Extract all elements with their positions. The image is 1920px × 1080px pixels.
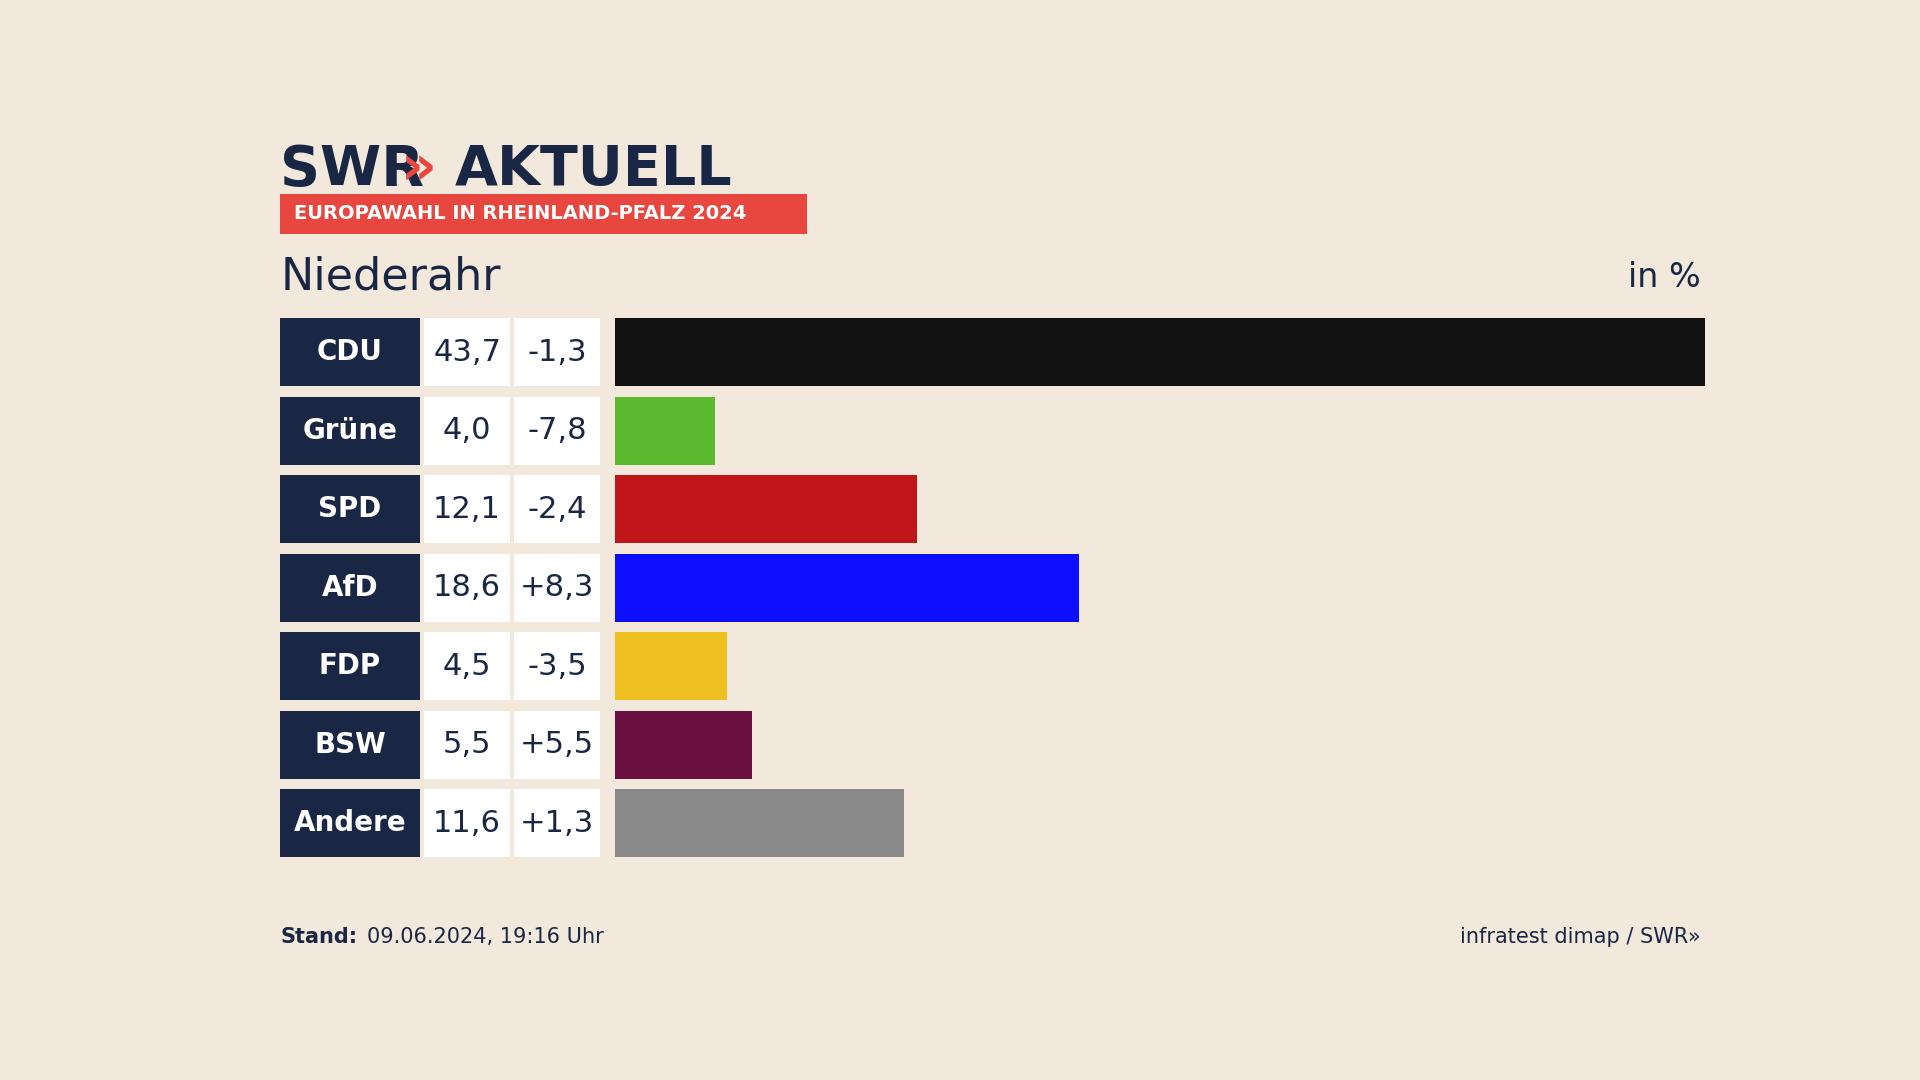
Text: EUROPAWAHL IN RHEINLAND-PFALZ 2024: EUROPAWAHL IN RHEINLAND-PFALZ 2024 — [294, 204, 747, 224]
Text: 4,5: 4,5 — [444, 652, 492, 680]
Text: 43,7: 43,7 — [434, 338, 501, 366]
FancyBboxPatch shape — [280, 319, 420, 386]
FancyBboxPatch shape — [424, 789, 509, 858]
Text: in %: in % — [1628, 261, 1701, 294]
Text: +8,3: +8,3 — [520, 573, 593, 603]
FancyBboxPatch shape — [515, 554, 599, 622]
Text: AKTUELL: AKTUELL — [455, 143, 732, 197]
Text: 12,1: 12,1 — [434, 495, 501, 524]
FancyBboxPatch shape — [614, 319, 1705, 386]
Text: Andere: Andere — [294, 809, 407, 837]
FancyBboxPatch shape — [614, 475, 918, 543]
FancyBboxPatch shape — [424, 554, 509, 622]
Text: AfD: AfD — [323, 573, 378, 602]
FancyBboxPatch shape — [515, 711, 599, 779]
Text: +1,3: +1,3 — [520, 809, 593, 838]
FancyBboxPatch shape — [280, 554, 420, 622]
FancyBboxPatch shape — [515, 789, 599, 858]
FancyBboxPatch shape — [424, 396, 509, 464]
FancyBboxPatch shape — [280, 193, 806, 233]
Text: »: » — [401, 143, 436, 197]
Text: Niederahr: Niederahr — [280, 256, 501, 299]
Text: 11,6: 11,6 — [434, 809, 501, 838]
Text: 4,0: 4,0 — [444, 416, 492, 445]
FancyBboxPatch shape — [515, 396, 599, 464]
Text: CDU: CDU — [317, 338, 382, 366]
FancyBboxPatch shape — [280, 396, 420, 464]
FancyBboxPatch shape — [614, 633, 728, 700]
FancyBboxPatch shape — [280, 711, 420, 779]
Text: SWR: SWR — [280, 143, 424, 197]
Text: -7,8: -7,8 — [528, 416, 588, 445]
FancyBboxPatch shape — [280, 475, 420, 543]
FancyBboxPatch shape — [515, 319, 599, 386]
Text: Stand:: Stand: — [280, 927, 357, 946]
Text: 18,6: 18,6 — [434, 573, 501, 603]
Text: SPD: SPD — [319, 496, 382, 523]
FancyBboxPatch shape — [424, 319, 509, 386]
Text: BSW: BSW — [315, 731, 386, 759]
Text: -2,4: -2,4 — [528, 495, 588, 524]
Text: FDP: FDP — [319, 652, 380, 680]
FancyBboxPatch shape — [424, 633, 509, 700]
FancyBboxPatch shape — [280, 789, 420, 858]
FancyBboxPatch shape — [424, 711, 509, 779]
FancyBboxPatch shape — [424, 475, 509, 543]
Text: 5,5: 5,5 — [444, 730, 492, 759]
FancyBboxPatch shape — [614, 554, 1079, 622]
FancyBboxPatch shape — [614, 711, 753, 779]
Text: -1,3: -1,3 — [528, 338, 588, 366]
FancyBboxPatch shape — [614, 396, 714, 464]
Text: -3,5: -3,5 — [528, 652, 588, 680]
Text: 09.06.2024, 19:16 Uhr: 09.06.2024, 19:16 Uhr — [367, 927, 605, 946]
FancyBboxPatch shape — [515, 475, 599, 543]
FancyBboxPatch shape — [614, 789, 904, 858]
FancyBboxPatch shape — [515, 633, 599, 700]
Text: Grüne: Grüne — [303, 417, 397, 445]
Text: +5,5: +5,5 — [520, 730, 593, 759]
FancyBboxPatch shape — [280, 633, 420, 700]
Text: infratest dimap / SWR»: infratest dimap / SWR» — [1461, 927, 1701, 946]
